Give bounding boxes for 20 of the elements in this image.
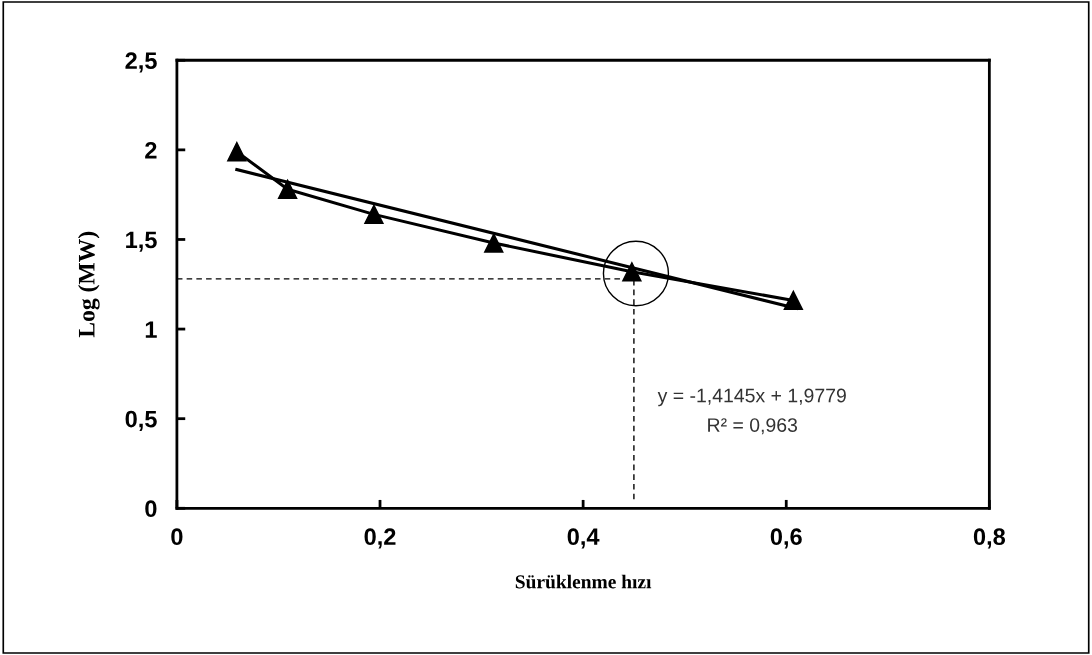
x-tick-label: 0,2 (364, 528, 396, 549)
x-tick-label: 0,4 (567, 528, 600, 549)
point (227, 141, 247, 162)
point (277, 179, 298, 200)
x-axis-title: Sürüklenme hızı (515, 574, 652, 589)
y-tick-label: 2,5 (125, 52, 157, 73)
annotation: R² = 0,963 (708, 418, 798, 435)
y-tick-label: 0,5 (125, 410, 157, 431)
x-tick-label: 0,6 (770, 528, 802, 549)
y-axis-title: Log (MW) (78, 231, 100, 338)
y-tick-label: 0 (145, 500, 157, 518)
point (484, 233, 504, 253)
y-tick-label: 2 (145, 141, 157, 159)
point (783, 290, 804, 311)
x-tick-label: 0 (171, 528, 183, 546)
point (364, 204, 384, 225)
x-tick-label: 0,8 (973, 528, 1006, 549)
y-tick-label: 1,5 (126, 231, 157, 252)
y-tick-label: 1 (145, 321, 157, 338)
annotation: y = -1,4145x + 1,9779 (657, 388, 846, 407)
